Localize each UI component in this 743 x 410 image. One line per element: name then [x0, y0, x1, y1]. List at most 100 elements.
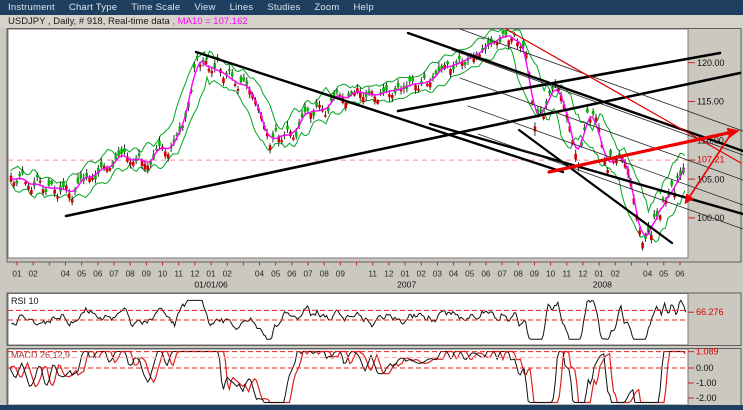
candle-body — [228, 69, 231, 72]
candle-body — [373, 96, 377, 103]
year-label: 2007 — [397, 280, 416, 290]
rsi-panel-border — [6, 292, 742, 346]
trendline[interactable] — [459, 77, 743, 181]
instrument-info: USDJPY , Daily, # 918, Real-time data — [8, 16, 170, 27]
month-label: 03 — [433, 269, 443, 279]
candle-body — [586, 108, 589, 113]
macd-panel: MACD 26,12,9 1.089 0.00 -1.00 -2.00 — [8, 347, 719, 404]
candle-body — [571, 139, 575, 144]
candle-body — [449, 69, 452, 75]
menu-item-zoom[interactable]: Zoom — [314, 2, 340, 13]
candle-body — [408, 76, 412, 82]
trendline[interactable] — [477, 133, 743, 230]
menu-item-studies[interactable]: Studies — [267, 2, 301, 13]
trendline[interactable] — [505, 28, 742, 164]
candle-body — [300, 113, 304, 118]
macd-value-label: 1.089 — [696, 347, 719, 357]
candle-body — [175, 133, 179, 136]
trendline[interactable] — [396, 51, 722, 113]
menu-item-view[interactable]: View — [194, 2, 216, 13]
trendline[interactable] — [194, 50, 565, 174]
month-label: 11 — [174, 269, 183, 279]
price-axis-label: 120.00 — [697, 58, 725, 68]
candle-body — [207, 68, 211, 72]
candle-body — [495, 42, 499, 46]
candle-body — [129, 161, 132, 165]
trendline[interactable] — [467, 105, 743, 206]
candle-body — [274, 127, 278, 131]
candle-body — [268, 145, 272, 150]
candle-body — [166, 154, 170, 159]
candle-body — [638, 230, 642, 235]
month-label: 04 — [643, 269, 653, 279]
candle-body — [236, 88, 240, 91]
trendline-arrowhead[interactable] — [684, 193, 694, 205]
rsi-value-label: 66.276 — [696, 307, 724, 317]
candle-body — [198, 64, 202, 67]
candle-body — [140, 160, 144, 166]
candle-body — [312, 110, 316, 116]
candle-body — [472, 56, 476, 63]
candle-body — [70, 199, 74, 203]
candle-body — [658, 215, 662, 220]
candle-body — [609, 150, 612, 156]
candle-body — [102, 165, 106, 170]
trendline[interactable] — [517, 128, 674, 245]
trendline[interactable] — [451, 49, 743, 156]
bottom-strip — [0, 405, 743, 410]
candle-body — [76, 177, 80, 184]
candle-body — [440, 65, 444, 70]
candle-body — [286, 125, 289, 130]
month-label: 02 — [611, 269, 621, 279]
candle-body — [97, 167, 100, 174]
month-label: 12 — [578, 269, 588, 279]
month-label: 09 — [142, 269, 152, 279]
candle-body — [364, 92, 368, 97]
candle-body — [545, 100, 548, 105]
main-panel-border — [6, 28, 742, 263]
trendline[interactable] — [64, 71, 742, 218]
candle-body — [353, 92, 356, 96]
trendline[interactable] — [406, 31, 743, 153]
candle-body — [158, 140, 161, 146]
candle-body — [396, 82, 400, 88]
candle-body — [292, 137, 295, 140]
month-label: 10 — [546, 269, 556, 279]
candle-body — [559, 95, 563, 102]
trendline[interactable] — [689, 133, 732, 197]
candle-body — [149, 161, 153, 165]
candle-body — [367, 90, 371, 94]
candle-body — [117, 150, 121, 156]
candle-body — [271, 133, 275, 139]
candle-body — [376, 100, 380, 104]
candle-body — [356, 88, 359, 94]
candle-body — [527, 72, 531, 75]
menu-item-help[interactable]: Help — [353, 2, 374, 13]
month-label: 05 — [659, 269, 669, 279]
candle-body — [15, 180, 19, 184]
candle-body — [18, 173, 22, 176]
candle-body — [428, 82, 432, 88]
candle-body — [455, 61, 458, 63]
month-label: 04 — [449, 269, 459, 279]
month-label: 06 — [287, 269, 297, 279]
candle-body — [437, 66, 441, 72]
trendline[interactable] — [547, 131, 730, 174]
menu-item-chart-type[interactable]: Chart Type — [68, 2, 118, 13]
candle-body — [399, 89, 403, 92]
candle-body — [501, 30, 505, 34]
trendline[interactable] — [459, 28, 743, 132]
candle-body — [661, 198, 665, 201]
candle-body — [245, 80, 249, 86]
menu-item-lines[interactable]: Lines — [229, 2, 254, 13]
month-label: 08 — [320, 269, 330, 279]
rsi-panel: RSI 10 66.276 — [8, 296, 724, 340]
menu-item-instrument[interactable]: Instrument — [8, 2, 55, 13]
candle-body — [213, 63, 217, 69]
menu-item-time-scale[interactable]: Time Scale — [131, 2, 181, 13]
candle-body — [137, 153, 141, 157]
candle-body — [27, 185, 30, 190]
candle-body — [65, 185, 68, 190]
candle-body — [225, 72, 228, 76]
